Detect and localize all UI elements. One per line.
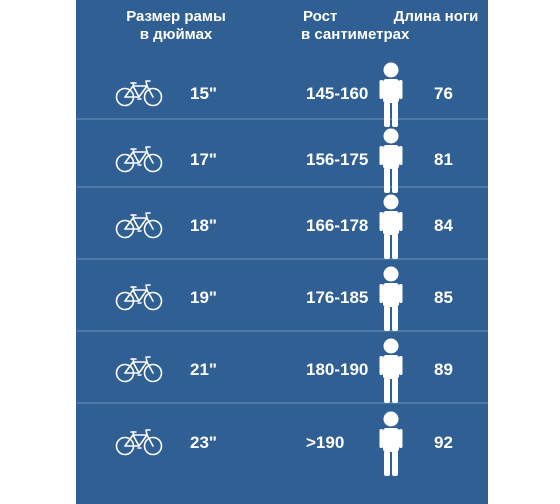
- frame-size-value: 15": [190, 84, 217, 103]
- frame-size-value: 23": [190, 433, 217, 452]
- height-range-value: 145-160: [306, 84, 369, 103]
- size-row: 17" 156-175 81: [76, 122, 488, 202]
- size-chart-panel: Размер рамы в дюймах Рост в сантиметрах …: [76, 0, 488, 504]
- bicycle-icon: [114, 144, 164, 174]
- height-range-value: >190: [306, 433, 345, 452]
- header-frame-size-line1: Размер рамы: [126, 8, 226, 25]
- frame-size-value: 17": [190, 150, 217, 169]
- frame-size-value: 21": [190, 360, 217, 379]
- height-range-value: 180-190: [306, 360, 369, 379]
- bicycle-icon: [114, 427, 164, 457]
- height-range-value: 166-178: [306, 216, 369, 235]
- row-separator: [76, 402, 488, 404]
- height-range-value: 156-175: [306, 150, 369, 169]
- row-separator: [76, 330, 488, 332]
- size-row: 23" >190 92: [76, 405, 488, 485]
- header-leg-length: Длина ноги: [393, 8, 479, 25]
- size-row: 15" 145-160 76: [76, 56, 488, 136]
- bicycle-icon: [114, 282, 164, 312]
- person-icon: [379, 128, 403, 194]
- row-separator: [76, 118, 488, 120]
- leg-length-value: 92: [434, 433, 453, 452]
- person-icon: [379, 266, 403, 332]
- person-icon: [379, 194, 403, 260]
- frame-size-value: 18": [190, 216, 217, 235]
- person-icon: [379, 62, 403, 128]
- leg-length-value: 89: [434, 360, 453, 379]
- frame-size-value: 19": [190, 288, 217, 307]
- leg-length-value: 76: [434, 84, 453, 103]
- header-height: Рост в сантиметрах: [301, 8, 431, 44]
- header-frame-size: Размер рамы в дюймах: [116, 8, 236, 44]
- leg-length-value: 81: [434, 150, 453, 169]
- bicycle-icon: [114, 78, 164, 108]
- row-separator: [76, 258, 488, 260]
- person-icon: [379, 338, 403, 404]
- header-height-line2: в сантиметрах: [301, 26, 410, 43]
- size-row: 21" 180-190 89: [76, 332, 488, 412]
- leg-length-value: 85: [434, 288, 453, 307]
- row-separator: [76, 186, 488, 188]
- header-height-line1: Рост: [303, 8, 338, 25]
- bicycle-icon: [114, 354, 164, 384]
- header-frame-size-line2: в дюймах: [139, 26, 213, 43]
- size-row: 18" 166-178 84: [76, 188, 488, 268]
- bicycle-icon: [114, 210, 164, 240]
- person-icon: [379, 411, 403, 477]
- leg-length-value: 84: [434, 216, 453, 235]
- size-row: 19" 176-185 85: [76, 260, 488, 340]
- height-range-value: 176-185: [306, 288, 369, 307]
